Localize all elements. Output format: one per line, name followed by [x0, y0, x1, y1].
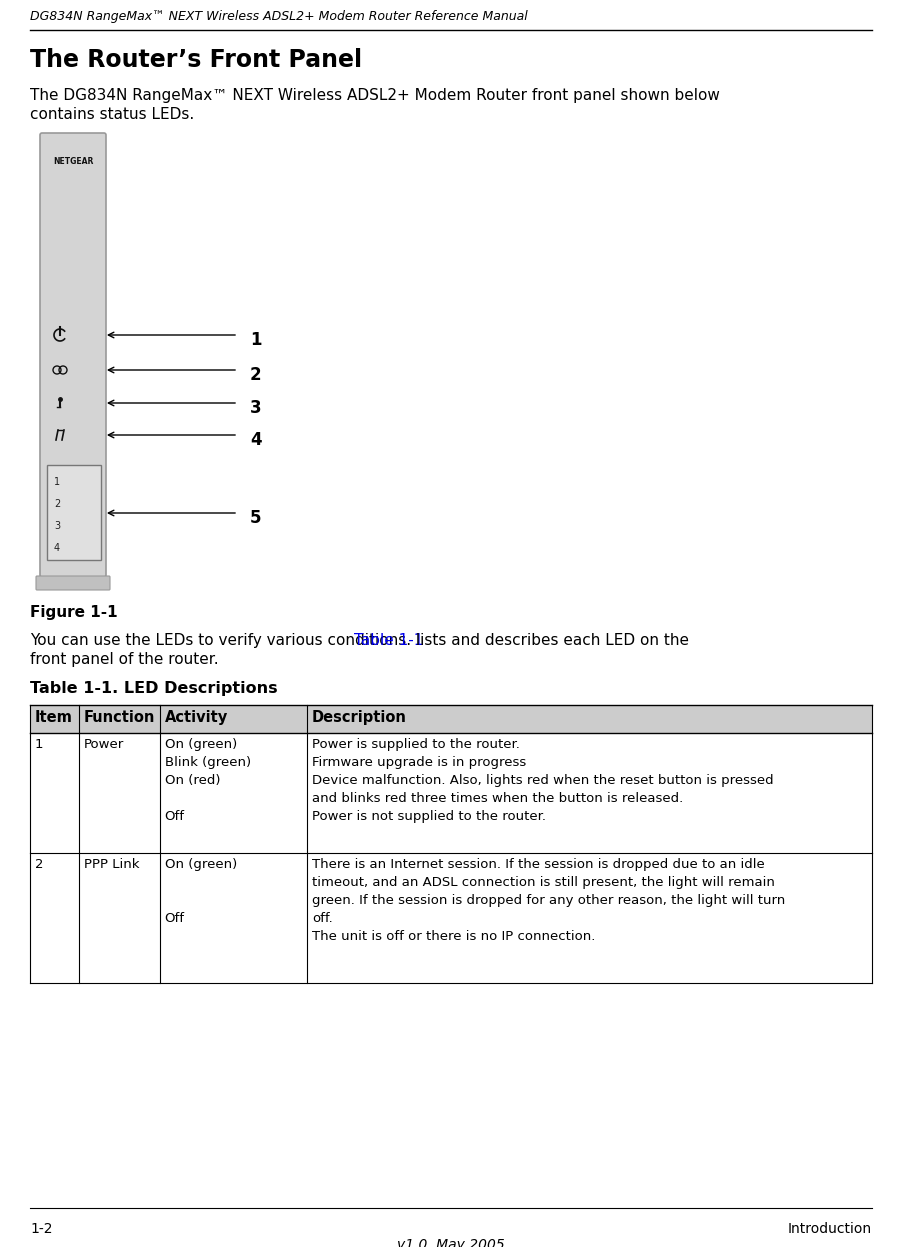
Text: Power: Power — [84, 738, 124, 751]
Text: contains status LEDs.: contains status LEDs. — [30, 107, 195, 122]
FancyBboxPatch shape — [36, 576, 110, 590]
Text: 1: 1 — [250, 330, 261, 349]
Text: Description: Description — [312, 710, 407, 725]
Text: NETGEAR: NETGEAR — [53, 157, 93, 166]
Bar — [30, 705, 872, 733]
Text: 4: 4 — [250, 431, 261, 449]
Text: DG834N RangeMax™ NEXT Wireless ADSL2+ Modem Router Reference Manual: DG834N RangeMax™ NEXT Wireless ADSL2+ Mo… — [30, 10, 528, 22]
Text: v1.0, May 2005: v1.0, May 2005 — [397, 1238, 505, 1247]
Text: 3: 3 — [250, 399, 261, 416]
Text: 2: 2 — [35, 858, 43, 870]
Bar — [30, 733, 872, 853]
Text: 2: 2 — [54, 499, 60, 509]
Bar — [30, 853, 872, 983]
Text: 1: 1 — [35, 738, 43, 751]
Text: front panel of the router.: front panel of the router. — [30, 652, 219, 667]
Text: Power is supplied to the router.
Firmware upgrade is in progress
Device malfunct: Power is supplied to the router. Firmwar… — [312, 738, 774, 823]
Text: Function: Function — [84, 710, 155, 725]
Text: On (green)
Blink (green)
On (red)

Off: On (green) Blink (green) On (red) Off — [165, 738, 250, 823]
Text: There is an Internet session. If the session is dropped due to an idle
timeout, : There is an Internet session. If the ses… — [312, 858, 786, 943]
Text: You can use the LEDs to verify various conditions.: You can use the LEDs to verify various c… — [30, 633, 416, 648]
Bar — [47, 465, 101, 560]
Text: Table 1-1. LED Descriptions: Table 1-1. LED Descriptions — [30, 681, 278, 696]
Text: On (green)


Off: On (green) Off — [165, 858, 237, 925]
Text: 2: 2 — [250, 367, 261, 384]
Text: PPP Link: PPP Link — [84, 858, 140, 870]
Text: Introduction: Introduction — [787, 1222, 872, 1236]
Text: 1-2: 1-2 — [30, 1222, 52, 1236]
Text: Item: Item — [35, 710, 73, 725]
Text: Activity: Activity — [165, 710, 228, 725]
Text: 3: 3 — [54, 521, 60, 531]
Text: The Router’s Front Panel: The Router’s Front Panel — [30, 47, 362, 72]
Text: 4: 4 — [54, 542, 60, 552]
Text: 5: 5 — [250, 509, 261, 527]
Text: Figure 1-1: Figure 1-1 — [30, 605, 118, 620]
Text: lists and describes each LED on the: lists and describes each LED on the — [411, 633, 689, 648]
Text: Table 1-1: Table 1-1 — [354, 633, 423, 648]
Text: 1: 1 — [54, 478, 60, 488]
Text: The DG834N RangeMax™ NEXT Wireless ADSL2+ Modem Router front panel shown below: The DG834N RangeMax™ NEXT Wireless ADSL2… — [30, 89, 720, 104]
FancyBboxPatch shape — [40, 133, 106, 577]
